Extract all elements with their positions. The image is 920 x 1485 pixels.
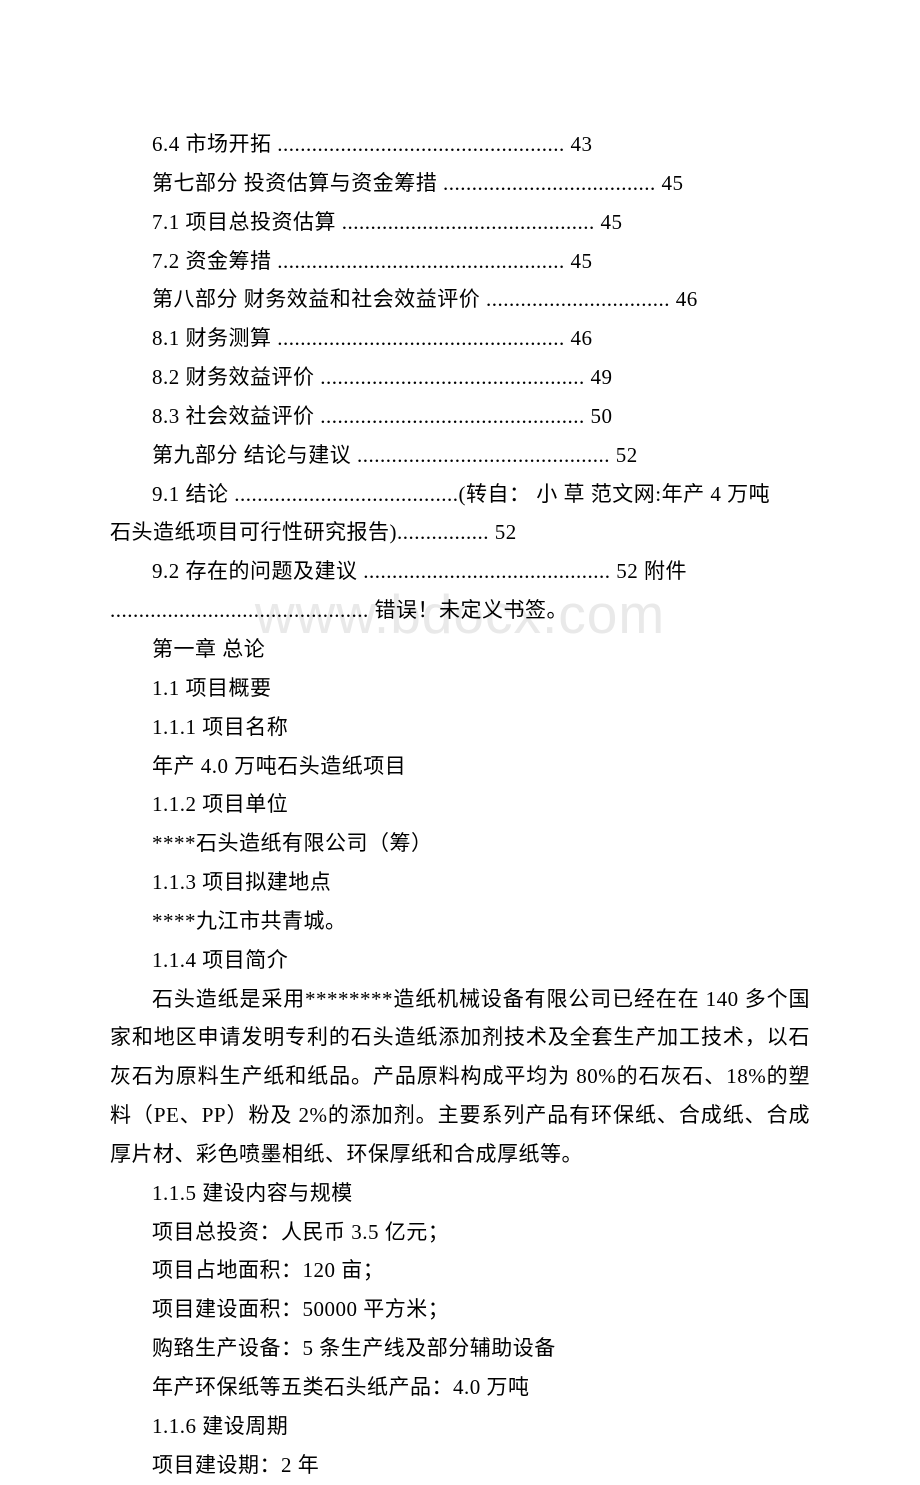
section-1-1-1: 1.1.1 项目名称 (110, 708, 810, 747)
section-1-1-3-text: ****九江市共青城。 (110, 902, 810, 941)
toc-item-8-1: 8.1 财务测算 ...............................… (110, 319, 810, 358)
document-page: 6.4 市场开拓 ...............................… (0, 0, 920, 1302)
section-1-1-6-text: 项目建设期：2 年 (110, 1446, 810, 1485)
section-1-1-5-line5: 年产环保纸等五类石头纸产品：4.0 万吨 (110, 1368, 810, 1407)
section-1-1-2-text: ****石头造纸有限公司（筹） (110, 824, 810, 863)
toc-item-9-1-b: 石头造纸项目可行性研究报告)................ 52 (110, 513, 810, 552)
toc-item-8-2: 8.2 财务效益评价 .............................… (110, 358, 810, 397)
section-1-1-5-line1: 项目总投资：人民币 3.5 亿元； (110, 1213, 810, 1252)
toc-section-9: 第九部分 结论与建议 .............................… (110, 436, 810, 475)
toc-item-6-4: 6.4 市场开拓 ...............................… (110, 125, 810, 164)
section-1-1-2: 1.1.2 项目单位 (110, 785, 810, 824)
section-1-1-1-text: 年产 4.0 万吨石头造纸项目 (110, 747, 810, 786)
toc-item-9-2: 9.2 存在的问题及建议 ...........................… (110, 552, 810, 591)
toc-section-8: 第八部分 财务效益和社会效益评价 .......................… (110, 280, 810, 319)
toc-item-7-2: 7.2 资金筹措 ...............................… (110, 242, 810, 281)
section-1-1-3: 1.1.3 项目拟建地点 (110, 863, 810, 902)
chapter-1-title: 第一章 总论 (110, 630, 810, 669)
toc-section-7: 第七部分 投资估算与资金筹措 .........................… (110, 164, 810, 203)
toc-item-7-1: 7.1 项目总投资估算 ............................… (110, 203, 810, 242)
toc-appendix-error: ........................................… (110, 591, 810, 630)
section-1-1-4: 1.1.4 项目简介 (110, 941, 810, 980)
section-1-1-5-line4: 购臵生产设备：5 条生产线及部分辅助设备 (110, 1329, 810, 1368)
toc-item-8-3: 8.3 社会效益评价 .............................… (110, 397, 810, 436)
section-1-1-5-line2: 项目占地面积：120 亩； (110, 1251, 810, 1290)
section-1-1-5-line3: 项目建设面积：50000 平方米； (110, 1290, 810, 1329)
section-1-1-6: 1.1.6 建设周期 (110, 1407, 810, 1446)
section-1-1: 1.1 项目概要 (110, 669, 810, 708)
section-1-1-5: 1.1.5 建设内容与规模 (110, 1174, 810, 1213)
section-1-1-4-text: 石头造纸是采用********造纸机械设备有限公司已经在在 140 多个国家和地… (110, 980, 810, 1174)
toc-item-9-1-a: 9.1 结论 .................................… (110, 475, 810, 514)
